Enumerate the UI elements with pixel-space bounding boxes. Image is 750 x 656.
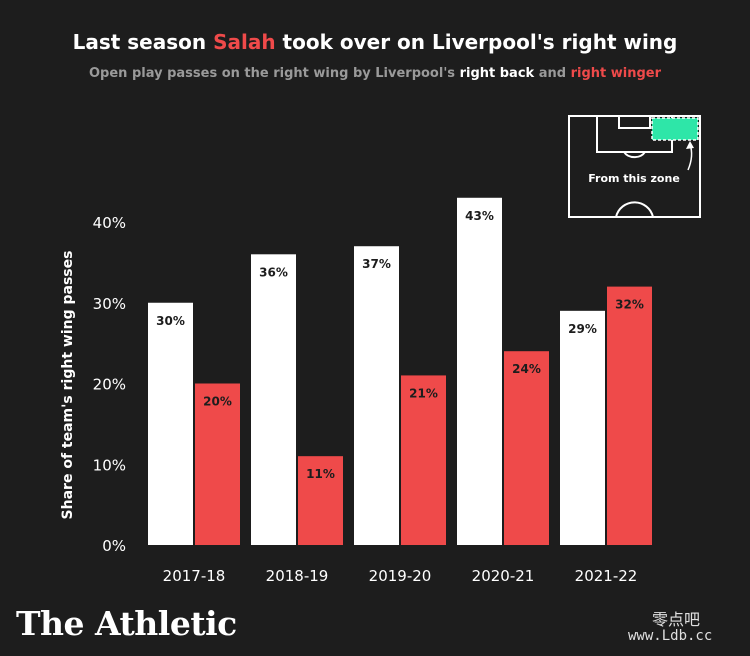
data-label: 21% — [409, 386, 438, 400]
bar-right-back — [148, 302, 193, 545]
data-label: 37% — [362, 257, 391, 271]
title-highlight: Salah — [213, 30, 276, 54]
y-tick-label: 20% — [93, 376, 126, 394]
x-tick-label: 2019-20 — [369, 567, 432, 585]
bar-right-winger — [298, 456, 343, 545]
data-label: 11% — [306, 467, 335, 481]
pitch-penalty-arc — [623, 151, 646, 159]
x-axis-ticks: 2017-18 2018-19 2019-20 2020-21 2021-22 — [163, 567, 638, 585]
subtitle-pre: Open play passes on the right wing by Li… — [88, 66, 460, 81]
x-tick-label: 2018-19 — [266, 567, 329, 585]
subtitle-right-back: right back — [459, 66, 535, 81]
y-tick-label: 30% — [93, 295, 126, 313]
subtitle-mid: and — [534, 66, 571, 81]
y-axis-ticks: 0% 10% 20% 30% 40% — [93, 214, 126, 555]
watermark-url: www.Ldb.cc — [628, 628, 713, 644]
data-label: 36% — [259, 265, 288, 279]
y-tick-label: 0% — [102, 537, 126, 555]
data-label: 20% — [203, 395, 232, 409]
data-label: 32% — [615, 298, 644, 312]
bar-right-winger — [607, 286, 652, 545]
y-axis-label: Share of team's right wing passes — [60, 251, 76, 520]
bar-right-back — [251, 254, 296, 546]
y-tick-label: 40% — [93, 214, 126, 232]
title-pre: Last season — [72, 30, 214, 54]
y-tick-label: 10% — [93, 456, 126, 474]
title-post: took over on Liverpool's right wing — [275, 30, 678, 54]
subtitle-right-winger: right winger — [570, 66, 662, 81]
bar-right-back — [354, 246, 399, 545]
pitch-zone-highlight — [651, 117, 699, 141]
pitch-centre-circle — [615, 201, 654, 218]
pitch-inset: From this zone — [568, 115, 701, 218]
brand-logo: The Athletic — [16, 604, 237, 643]
bar-right-winger — [401, 375, 446, 545]
bar-right-winger — [195, 383, 240, 545]
chart-title: Last season Salah took over on Liverpool… — [0, 30, 750, 54]
data-label: 43% — [465, 209, 494, 223]
data-label: 29% — [568, 322, 597, 336]
data-label: 30% — [156, 314, 185, 328]
x-tick-label: 2017-18 — [163, 567, 226, 585]
bar-right-back — [560, 310, 605, 545]
watermark-chinese: 零点吧 — [652, 610, 701, 629]
pitch-six-yard-box — [618, 115, 651, 129]
chart-subtitle: Open play passes on the right wing by Li… — [0, 66, 750, 81]
bar-right-winger — [504, 351, 549, 545]
x-tick-label: 2020-21 — [472, 567, 535, 585]
data-label: 24% — [512, 362, 541, 376]
pitch-zone-label: From this zone — [588, 172, 680, 185]
bar-right-back — [457, 197, 502, 545]
bars: 30% 20% 36% 11% 37% 21% 43% 24% 29% 32% — [148, 197, 652, 546]
x-tick-label: 2021-22 — [575, 567, 638, 585]
pitch-zone-arrowhead — [686, 141, 694, 149]
